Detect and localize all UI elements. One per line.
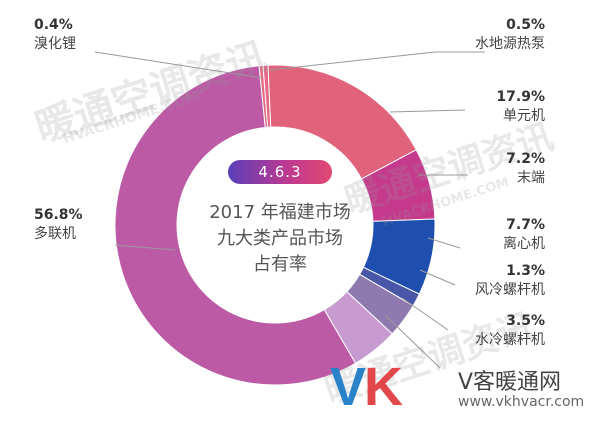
label-centrifugal: 7.7% 离心机 [503, 218, 545, 251]
label-libr-name: 溴化锂 [34, 36, 76, 52]
leader-line-8 [384, 314, 441, 369]
chart-title: 2017 年福建市场 九大类产品市场 占有率 [190, 200, 370, 278]
label-terminal-pct: 7.2% [506, 151, 545, 167]
leader-line-9 [114, 244, 176, 251]
label-vrf-name: 多联机 [34, 226, 76, 242]
label-air-screw-pct: 1.3% [506, 263, 545, 279]
label-terminal-name: 末端 [517, 170, 545, 186]
label-water-screw-name: 水冷螺杆机 [475, 332, 545, 348]
vk-logo-url: www.vkhvacr.com [458, 394, 585, 410]
label-heat-pump-name: 水地源热泵 [475, 36, 545, 52]
label-water-screw: 3.5% 水冷螺杆机 [475, 314, 545, 347]
chart-title-line-2: 九大类产品市场 [217, 228, 343, 249]
label-heat-pump: 0.5% 水地源热泵 [475, 18, 545, 51]
vk-logo-mark: VK [330, 356, 403, 418]
chart-title-line-3: 占有率 [253, 254, 307, 275]
vk-logo-k: K [364, 357, 403, 417]
vk-logo-site-name: V客暖通网 [458, 370, 562, 395]
label-terminal: 7.2% 末端 [506, 152, 545, 185]
label-libr: 0.4% 溴化锂 [34, 18, 76, 51]
vk-logo-v: V [330, 357, 366, 417]
label-libr-pct: 0.4% [34, 17, 73, 33]
vk-logo: VK V客暖通网 www.vkhvacr.com [330, 356, 600, 418]
label-unitary: 17.9% 单元机 [496, 90, 545, 123]
leader-line-2 [269, 51, 485, 71]
label-centrifugal-pct: 7.7% [506, 217, 545, 233]
label-air-screw-name: 风冷螺杆机 [475, 282, 545, 298]
label-unitary-name: 单元机 [503, 108, 545, 124]
leader-line-1 [94, 51, 263, 79]
label-air-screw: 1.3% 风冷螺杆机 [475, 264, 545, 297]
label-centrifugal-name: 离心机 [503, 236, 545, 252]
section-badge: 4.6.3 [228, 160, 332, 184]
label-heat-pump-pct: 0.5% [506, 17, 545, 33]
leader-line-7 [401, 297, 449, 331]
leader-line-3 [389, 109, 466, 113]
label-unitary-pct: 17.9% [496, 89, 545, 105]
leader-line-6 [419, 269, 456, 286]
label-water-screw-pct: 3.5% [506, 313, 545, 329]
donut-slice-9 [114, 65, 357, 386]
leader-line-5 [427, 237, 461, 249]
label-vrf: 56.8% 多联机 [34, 208, 83, 241]
chart-title-line-1: 2017 年福建市场 [209, 202, 351, 223]
label-vrf-pct: 56.8% [34, 207, 83, 223]
leader-lines [94, 51, 485, 369]
